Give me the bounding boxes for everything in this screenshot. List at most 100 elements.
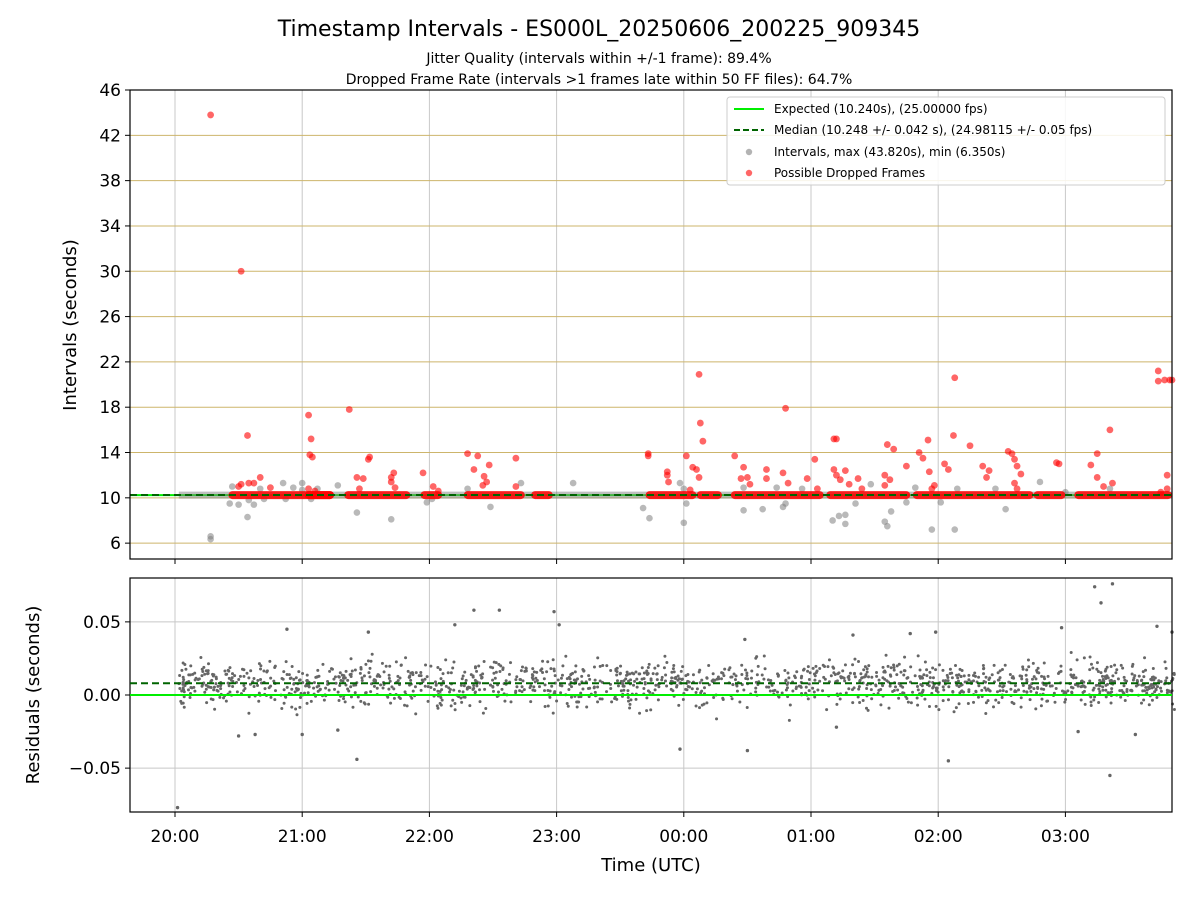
dropped-frame-point	[925, 468, 933, 476]
dropped-frame-point	[308, 453, 316, 461]
residual-point	[669, 687, 673, 691]
residual-point	[976, 695, 980, 699]
residual-point	[657, 685, 661, 689]
residual-point	[998, 669, 1002, 673]
dropped-frame-point	[699, 437, 707, 445]
residual-point	[585, 705, 589, 709]
residual-outlier-point	[745, 748, 750, 753]
residual-point	[1089, 662, 1093, 666]
residual-point	[358, 671, 362, 675]
residual-point	[593, 678, 597, 682]
residual-point	[379, 683, 383, 687]
residual-point	[721, 671, 725, 675]
interval-point	[1106, 485, 1114, 493]
residual-point	[1032, 687, 1036, 691]
residual-point	[905, 697, 909, 701]
interval-point	[244, 513, 251, 521]
residual-point	[298, 678, 302, 682]
residual-point	[284, 660, 288, 664]
residual-point	[349, 657, 353, 661]
residual-point	[787, 718, 791, 722]
residual-point	[874, 684, 878, 688]
residual-point	[829, 674, 833, 678]
chart-title: Timestamp Intervals - ES000L_20250606_20…	[277, 17, 921, 42]
residual-outlier-point	[552, 609, 556, 614]
residual-point	[332, 677, 336, 681]
residual-point	[189, 686, 193, 690]
residual-point	[980, 688, 984, 692]
residual-point	[851, 701, 855, 705]
residual-point	[707, 663, 711, 667]
residual-point	[1028, 698, 1032, 702]
residual-point	[654, 683, 658, 687]
time-x-axis-label: Time (UTC)	[600, 855, 701, 876]
dropped-frame-point	[434, 487, 442, 495]
residual-point	[765, 685, 769, 689]
residual-point	[875, 671, 879, 675]
residual-point	[265, 669, 269, 673]
residual-point	[1076, 684, 1080, 688]
residual-point	[640, 666, 644, 670]
residual-point	[1109, 701, 1113, 705]
dropped-frame-point	[886, 476, 894, 484]
residual-point	[535, 670, 539, 674]
residual-point	[793, 674, 797, 678]
residual-point	[425, 675, 429, 679]
interval-point	[646, 514, 653, 522]
residual-point	[389, 701, 393, 705]
residual-point	[1024, 673, 1028, 677]
residual-point	[1026, 658, 1030, 662]
dropped-frame-point	[744, 474, 751, 481]
residual-point	[721, 696, 725, 700]
residual-point	[992, 663, 996, 667]
residual-point	[862, 675, 866, 679]
residual-point	[322, 698, 326, 702]
intervals-y-tick-label: 26	[99, 308, 121, 328]
dropped-frame-point	[480, 472, 488, 480]
residual-point	[295, 713, 299, 717]
dropped-frame-point	[1013, 462, 1021, 470]
residual-point	[1116, 677, 1120, 681]
residual-point	[212, 688, 216, 692]
residual-point	[188, 695, 192, 699]
residual-point	[1070, 690, 1074, 694]
residual-point	[532, 670, 536, 674]
residual-point	[1022, 689, 1026, 693]
residual-point	[272, 679, 276, 683]
dropped-frame-point	[311, 487, 319, 495]
residual-point	[1129, 688, 1133, 692]
residual-point	[902, 669, 906, 673]
residual-point	[665, 684, 669, 688]
dropped-frame-point	[391, 484, 399, 492]
residual-point	[826, 665, 830, 669]
residual-point	[941, 668, 945, 672]
residual-point	[1151, 666, 1155, 670]
residual-point	[1001, 685, 1005, 689]
dropped-frame-point	[245, 479, 253, 487]
residual-point	[372, 678, 376, 682]
legend-median-label: Median (10.248 +/- 0.042 s), (24.98115 +…	[774, 123, 1092, 137]
legend-box	[726, 96, 1166, 186]
residual-point	[983, 686, 987, 690]
residual-point	[1000, 667, 1004, 671]
interval-point	[680, 519, 688, 527]
residual-point	[364, 662, 368, 666]
residual-point	[351, 705, 355, 709]
residual-point	[414, 671, 418, 675]
residual-point	[581, 687, 585, 691]
residual-point	[892, 665, 896, 669]
residual-point	[1164, 679, 1168, 683]
dropped-frames-baseline-cluster	[912, 491, 1034, 500]
residual-point	[1155, 695, 1159, 699]
residual-point	[433, 680, 437, 684]
dropped-frame-point	[682, 452, 690, 460]
residual-point	[280, 707, 284, 711]
residual-point	[356, 695, 360, 699]
residual-point	[409, 678, 413, 682]
legend: Expected (10.240s), (25.00000 fps) Media…	[726, 96, 1166, 186]
residual-point	[937, 708, 941, 712]
residual-point	[387, 687, 391, 691]
residual-point	[681, 697, 685, 701]
residual-point	[997, 701, 1001, 705]
residual-point	[937, 663, 941, 667]
